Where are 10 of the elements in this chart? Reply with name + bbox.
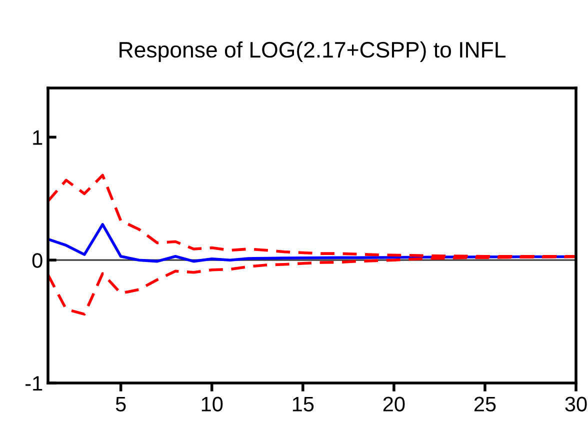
y-tick-label: -1 (26, 376, 42, 391)
chart-title: Response of LOG(2.17+CSPP) to INFL (120, 41, 506, 62)
x-tick-label: 20 (383, 396, 405, 412)
x-tick-label: 30 (565, 396, 587, 412)
x-tick-label: 10 (202, 396, 223, 412)
y-tick-label: 0 (32, 253, 42, 268)
x-tick-label: 15 (292, 396, 314, 412)
y-tick-label: 1 (33, 130, 42, 145)
x-tick-label: 5 (116, 396, 126, 412)
x-tick-label: 25 (474, 396, 496, 412)
